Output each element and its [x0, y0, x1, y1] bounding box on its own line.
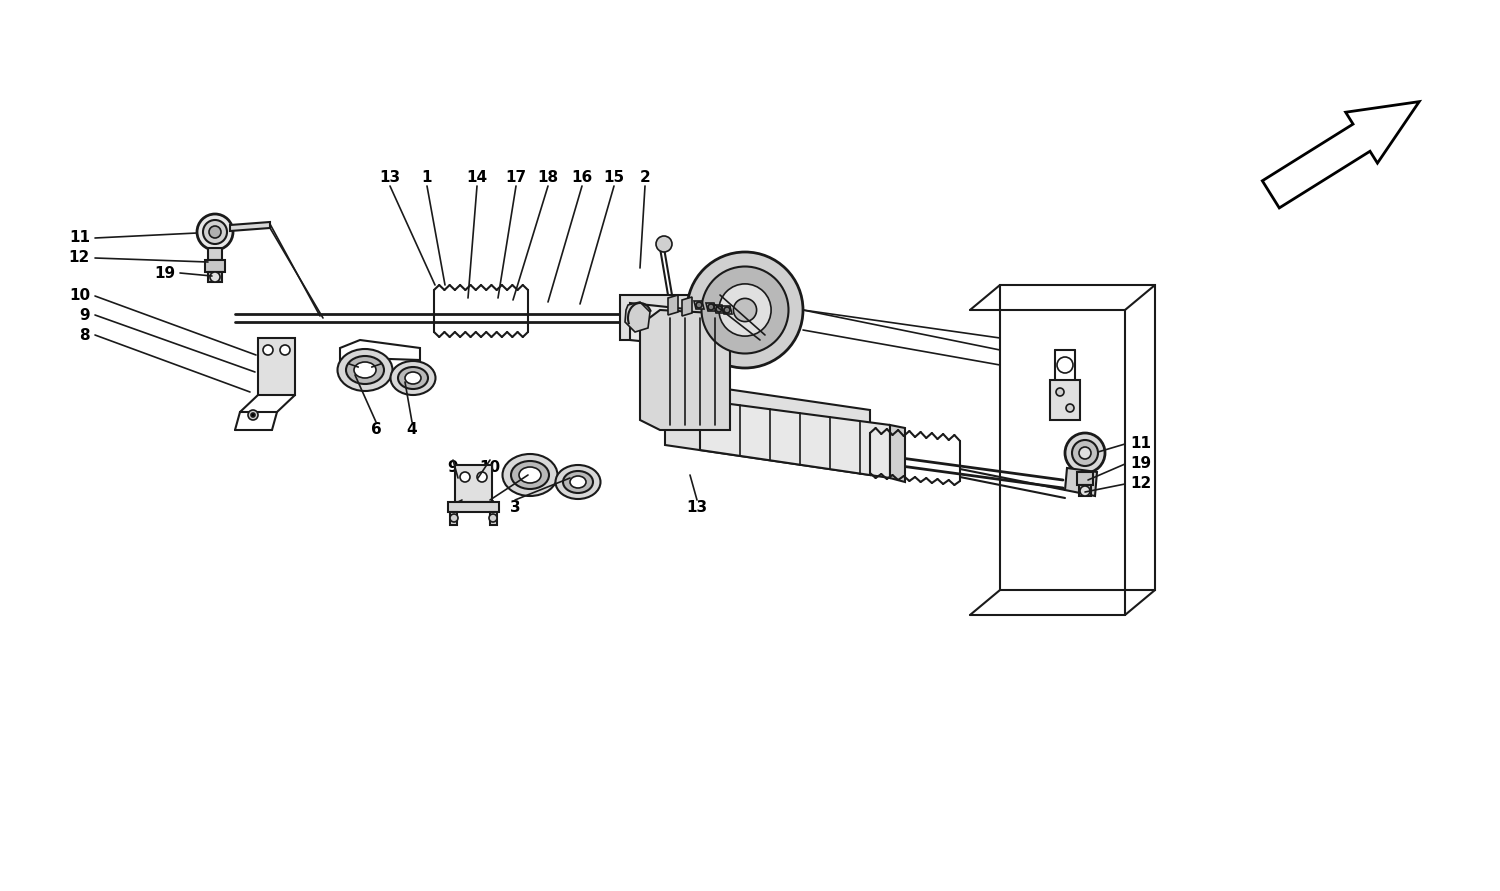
Circle shape: [489, 514, 496, 522]
Polygon shape: [1065, 468, 1096, 496]
Polygon shape: [714, 305, 724, 313]
Polygon shape: [890, 425, 904, 482]
Text: 8: 8: [80, 328, 90, 342]
Text: 10: 10: [69, 289, 90, 304]
Polygon shape: [640, 310, 730, 430]
Polygon shape: [454, 465, 492, 502]
Text: 3: 3: [510, 501, 520, 516]
Text: 14: 14: [466, 170, 488, 185]
Polygon shape: [626, 302, 650, 332]
Circle shape: [718, 284, 771, 336]
Text: 12: 12: [1130, 477, 1150, 492]
Polygon shape: [1263, 102, 1419, 208]
Circle shape: [724, 307, 730, 313]
Polygon shape: [664, 380, 870, 475]
Ellipse shape: [562, 471, 592, 493]
Circle shape: [1058, 357, 1072, 373]
Polygon shape: [1078, 485, 1090, 496]
Text: 11: 11: [1130, 437, 1150, 452]
Circle shape: [262, 345, 273, 355]
Ellipse shape: [405, 372, 422, 384]
Circle shape: [210, 272, 220, 282]
Ellipse shape: [519, 467, 542, 483]
Polygon shape: [706, 303, 716, 311]
Text: 13: 13: [687, 501, 708, 516]
Circle shape: [202, 220, 226, 244]
Circle shape: [280, 345, 290, 355]
Polygon shape: [1050, 380, 1080, 420]
Polygon shape: [1077, 472, 1094, 485]
Text: 7: 7: [456, 501, 468, 516]
Ellipse shape: [503, 454, 558, 496]
Circle shape: [1080, 486, 1090, 496]
Text: 6: 6: [370, 422, 381, 437]
Circle shape: [716, 306, 722, 312]
Circle shape: [1056, 388, 1064, 396]
Text: 9: 9: [447, 461, 459, 476]
Ellipse shape: [398, 367, 427, 389]
Circle shape: [477, 472, 488, 482]
Ellipse shape: [555, 465, 600, 499]
Text: 12: 12: [69, 250, 90, 266]
Text: 2: 2: [639, 170, 651, 185]
Circle shape: [1065, 433, 1106, 473]
Polygon shape: [620, 295, 701, 340]
Polygon shape: [209, 248, 222, 260]
Circle shape: [209, 226, 220, 238]
Circle shape: [696, 302, 702, 308]
Polygon shape: [206, 260, 225, 272]
Text: 10: 10: [480, 461, 501, 476]
Circle shape: [708, 304, 714, 310]
Ellipse shape: [390, 361, 435, 395]
Polygon shape: [490, 512, 496, 525]
Circle shape: [460, 472, 470, 482]
Ellipse shape: [570, 476, 586, 488]
Text: 1: 1: [422, 170, 432, 185]
Text: 11: 11: [69, 231, 90, 246]
Circle shape: [656, 236, 672, 252]
Ellipse shape: [338, 349, 393, 391]
Circle shape: [196, 214, 232, 250]
Circle shape: [248, 410, 258, 420]
Polygon shape: [448, 502, 500, 512]
Polygon shape: [258, 338, 296, 395]
Text: 5: 5: [484, 501, 495, 516]
Ellipse shape: [354, 362, 376, 378]
Polygon shape: [209, 272, 222, 282]
Text: 4: 4: [406, 422, 417, 437]
Polygon shape: [722, 306, 732, 314]
Text: 13: 13: [380, 170, 400, 185]
Circle shape: [702, 266, 789, 354]
Polygon shape: [694, 301, 703, 309]
Circle shape: [1072, 440, 1098, 466]
Polygon shape: [630, 303, 770, 355]
Circle shape: [1078, 447, 1090, 459]
Polygon shape: [450, 512, 458, 525]
Polygon shape: [230, 222, 270, 231]
Circle shape: [734, 298, 756, 322]
Polygon shape: [682, 297, 692, 316]
Ellipse shape: [512, 461, 549, 489]
Polygon shape: [700, 400, 889, 478]
Ellipse shape: [346, 356, 384, 384]
Text: 17: 17: [506, 170, 526, 185]
Text: 16: 16: [572, 170, 592, 185]
Circle shape: [251, 413, 255, 417]
Circle shape: [1066, 404, 1074, 412]
Text: 18: 18: [537, 170, 558, 185]
Text: 19: 19: [154, 266, 176, 281]
Circle shape: [450, 514, 458, 522]
Polygon shape: [668, 295, 678, 315]
Text: 15: 15: [603, 170, 624, 185]
Text: 19: 19: [1130, 456, 1150, 471]
Text: 9: 9: [80, 307, 90, 323]
Circle shape: [687, 252, 802, 368]
